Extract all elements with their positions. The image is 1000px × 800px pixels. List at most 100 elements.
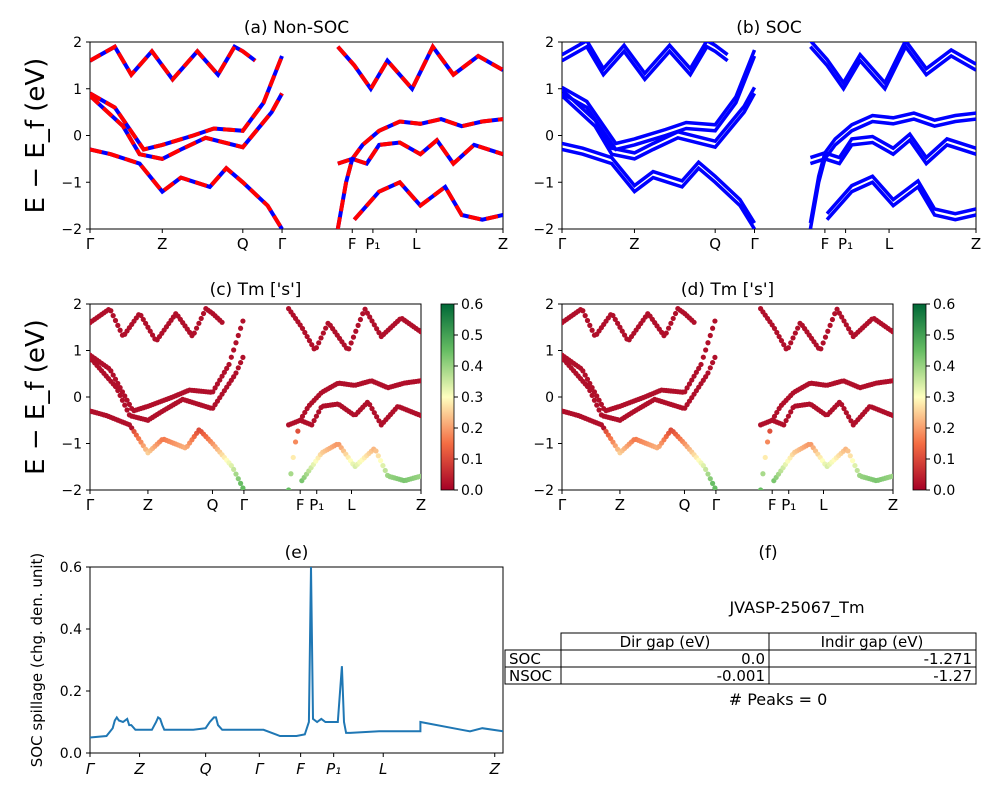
y-tick-label: 0.2 [60, 684, 82, 700]
scatter-point [376, 330, 382, 336]
x-tick-label: P₁ [365, 235, 380, 253]
y-tick-label: −2 [533, 222, 554, 238]
scatter-point [663, 330, 669, 336]
y-tick-label: −1 [533, 437, 554, 453]
scatter-point [850, 458, 856, 464]
x-tick-label: Γ [558, 496, 567, 514]
y-tick-label: 2 [73, 35, 82, 51]
scatter-point [839, 314, 845, 320]
scatter-point [615, 320, 621, 326]
axes-frame [89, 566, 504, 754]
y-tick-label: −2 [61, 483, 82, 499]
band-line-nsoc-red [90, 43, 257, 83]
scatter-point [217, 377, 223, 383]
colorbar-tick-label: 0.3 [461, 390, 483, 406]
scatter-point [596, 397, 602, 403]
y-tick-label: 0.0 [60, 746, 82, 762]
scatter-point [369, 406, 375, 412]
band-line-nsoc-red [90, 92, 284, 162]
table-cell-indir: -1.27 [933, 667, 972, 685]
scatter-point [122, 402, 128, 408]
colorbar [440, 303, 455, 491]
scatter-point [612, 316, 618, 323]
band-line-soc-split [809, 42, 976, 87]
band-line-nsoc-red [90, 147, 284, 229]
x-tick-label: Z [629, 235, 639, 253]
scatter-point [594, 393, 600, 399]
scatter-point [843, 322, 849, 328]
scatter-point [221, 369, 227, 375]
scatter-point [712, 354, 718, 360]
scatter-point [582, 313, 588, 319]
peaks-count: # Peaks = 0 [729, 690, 828, 709]
scatter-point [854, 467, 860, 474]
scatter-point [348, 340, 354, 346]
x-tick-label: Γ [86, 235, 95, 253]
scatter-point [306, 338, 313, 344]
band-line-soc [825, 180, 976, 222]
scatter-point [698, 361, 704, 368]
scatter-point [238, 359, 244, 366]
table-cell-dir: 0.0 [741, 650, 765, 668]
band-line-nsoc-red [337, 137, 503, 167]
y-tick-label: −2 [61, 222, 82, 238]
scatter-point [302, 329, 308, 336]
panel-e: 0.60.40.20.0Γ Z Q Γ F P₁ L Z(e)SOC spillage (ch… [28, 543, 504, 778]
scatter-point [705, 370, 711, 376]
scatter-point [364, 310, 370, 316]
y-tick-label: 1 [73, 344, 82, 360]
colorbar-tick-label: 0.2 [461, 421, 483, 437]
scatter-point [829, 316, 836, 323]
colorbar-tick-label: 0.5 [461, 328, 483, 344]
spillage-ylabel: SOC spillage (chg. den. unit) [28, 553, 46, 768]
row1-ylabel: E − E_f (eV) [21, 58, 51, 214]
scatter-point [235, 332, 241, 339]
scatter-point [703, 347, 709, 353]
y-tick-label: 1 [73, 82, 82, 98]
scatter-point [376, 418, 382, 424]
gap-table: Dir gap (eV) Indir gap (eV) SOC 0.0 -1.271 NS… [504, 632, 977, 685]
band-line-soc-split [562, 49, 757, 146]
x-tick-label: Z [615, 496, 625, 514]
scatter-point [369, 318, 375, 324]
panel-a: 210−1−2Γ Z Q Γ F P₁ L Z(a) Non-SOC [61, 18, 508, 253]
x-tick-label: L [379, 760, 387, 778]
x-tick-label: Z [498, 235, 508, 253]
colorbar-tick-label: 0.6 [461, 297, 483, 313]
y-tick-label: −2 [533, 483, 554, 499]
table-col-header: Indir gap (eV) [821, 633, 924, 651]
scatter-point [418, 329, 421, 335]
scatter-point [353, 328, 359, 334]
scatter-point [196, 320, 202, 326]
scatter-point [589, 392, 595, 398]
scatter-point [790, 335, 796, 341]
scatter-point [587, 387, 593, 394]
y-tick-label: 0.6 [60, 560, 82, 576]
colorbar-tick-label: 0.6 [933, 297, 955, 313]
scatter-point [233, 471, 239, 477]
scatter-point [112, 376, 119, 382]
x-tick-label: L [885, 235, 894, 253]
axes-frame [561, 41, 977, 230]
scatter-point [691, 319, 697, 325]
x-tick-label: P₁ [838, 235, 853, 253]
scatter-point [373, 448, 379, 454]
scatter-point [355, 322, 361, 328]
x-tick-label: Γ [86, 496, 95, 514]
scatter-point [682, 389, 688, 395]
band-line-nsoc-red [335, 117, 503, 229]
x-tick-label: Z [143, 496, 153, 514]
scatter-point [781, 342, 787, 348]
scatter-point [705, 340, 711, 346]
colorbar [912, 303, 927, 491]
scatter-point [115, 322, 121, 328]
material-id: JVASP-25067_Tm [728, 598, 864, 618]
scatter-point [231, 466, 237, 473]
scatter-point [145, 324, 151, 330]
band-line-soc-split [562, 141, 756, 224]
scatter-point [758, 487, 764, 490]
scatter-point [115, 387, 121, 394]
scatter-point [705, 471, 711, 477]
scatter-point [119, 397, 126, 403]
